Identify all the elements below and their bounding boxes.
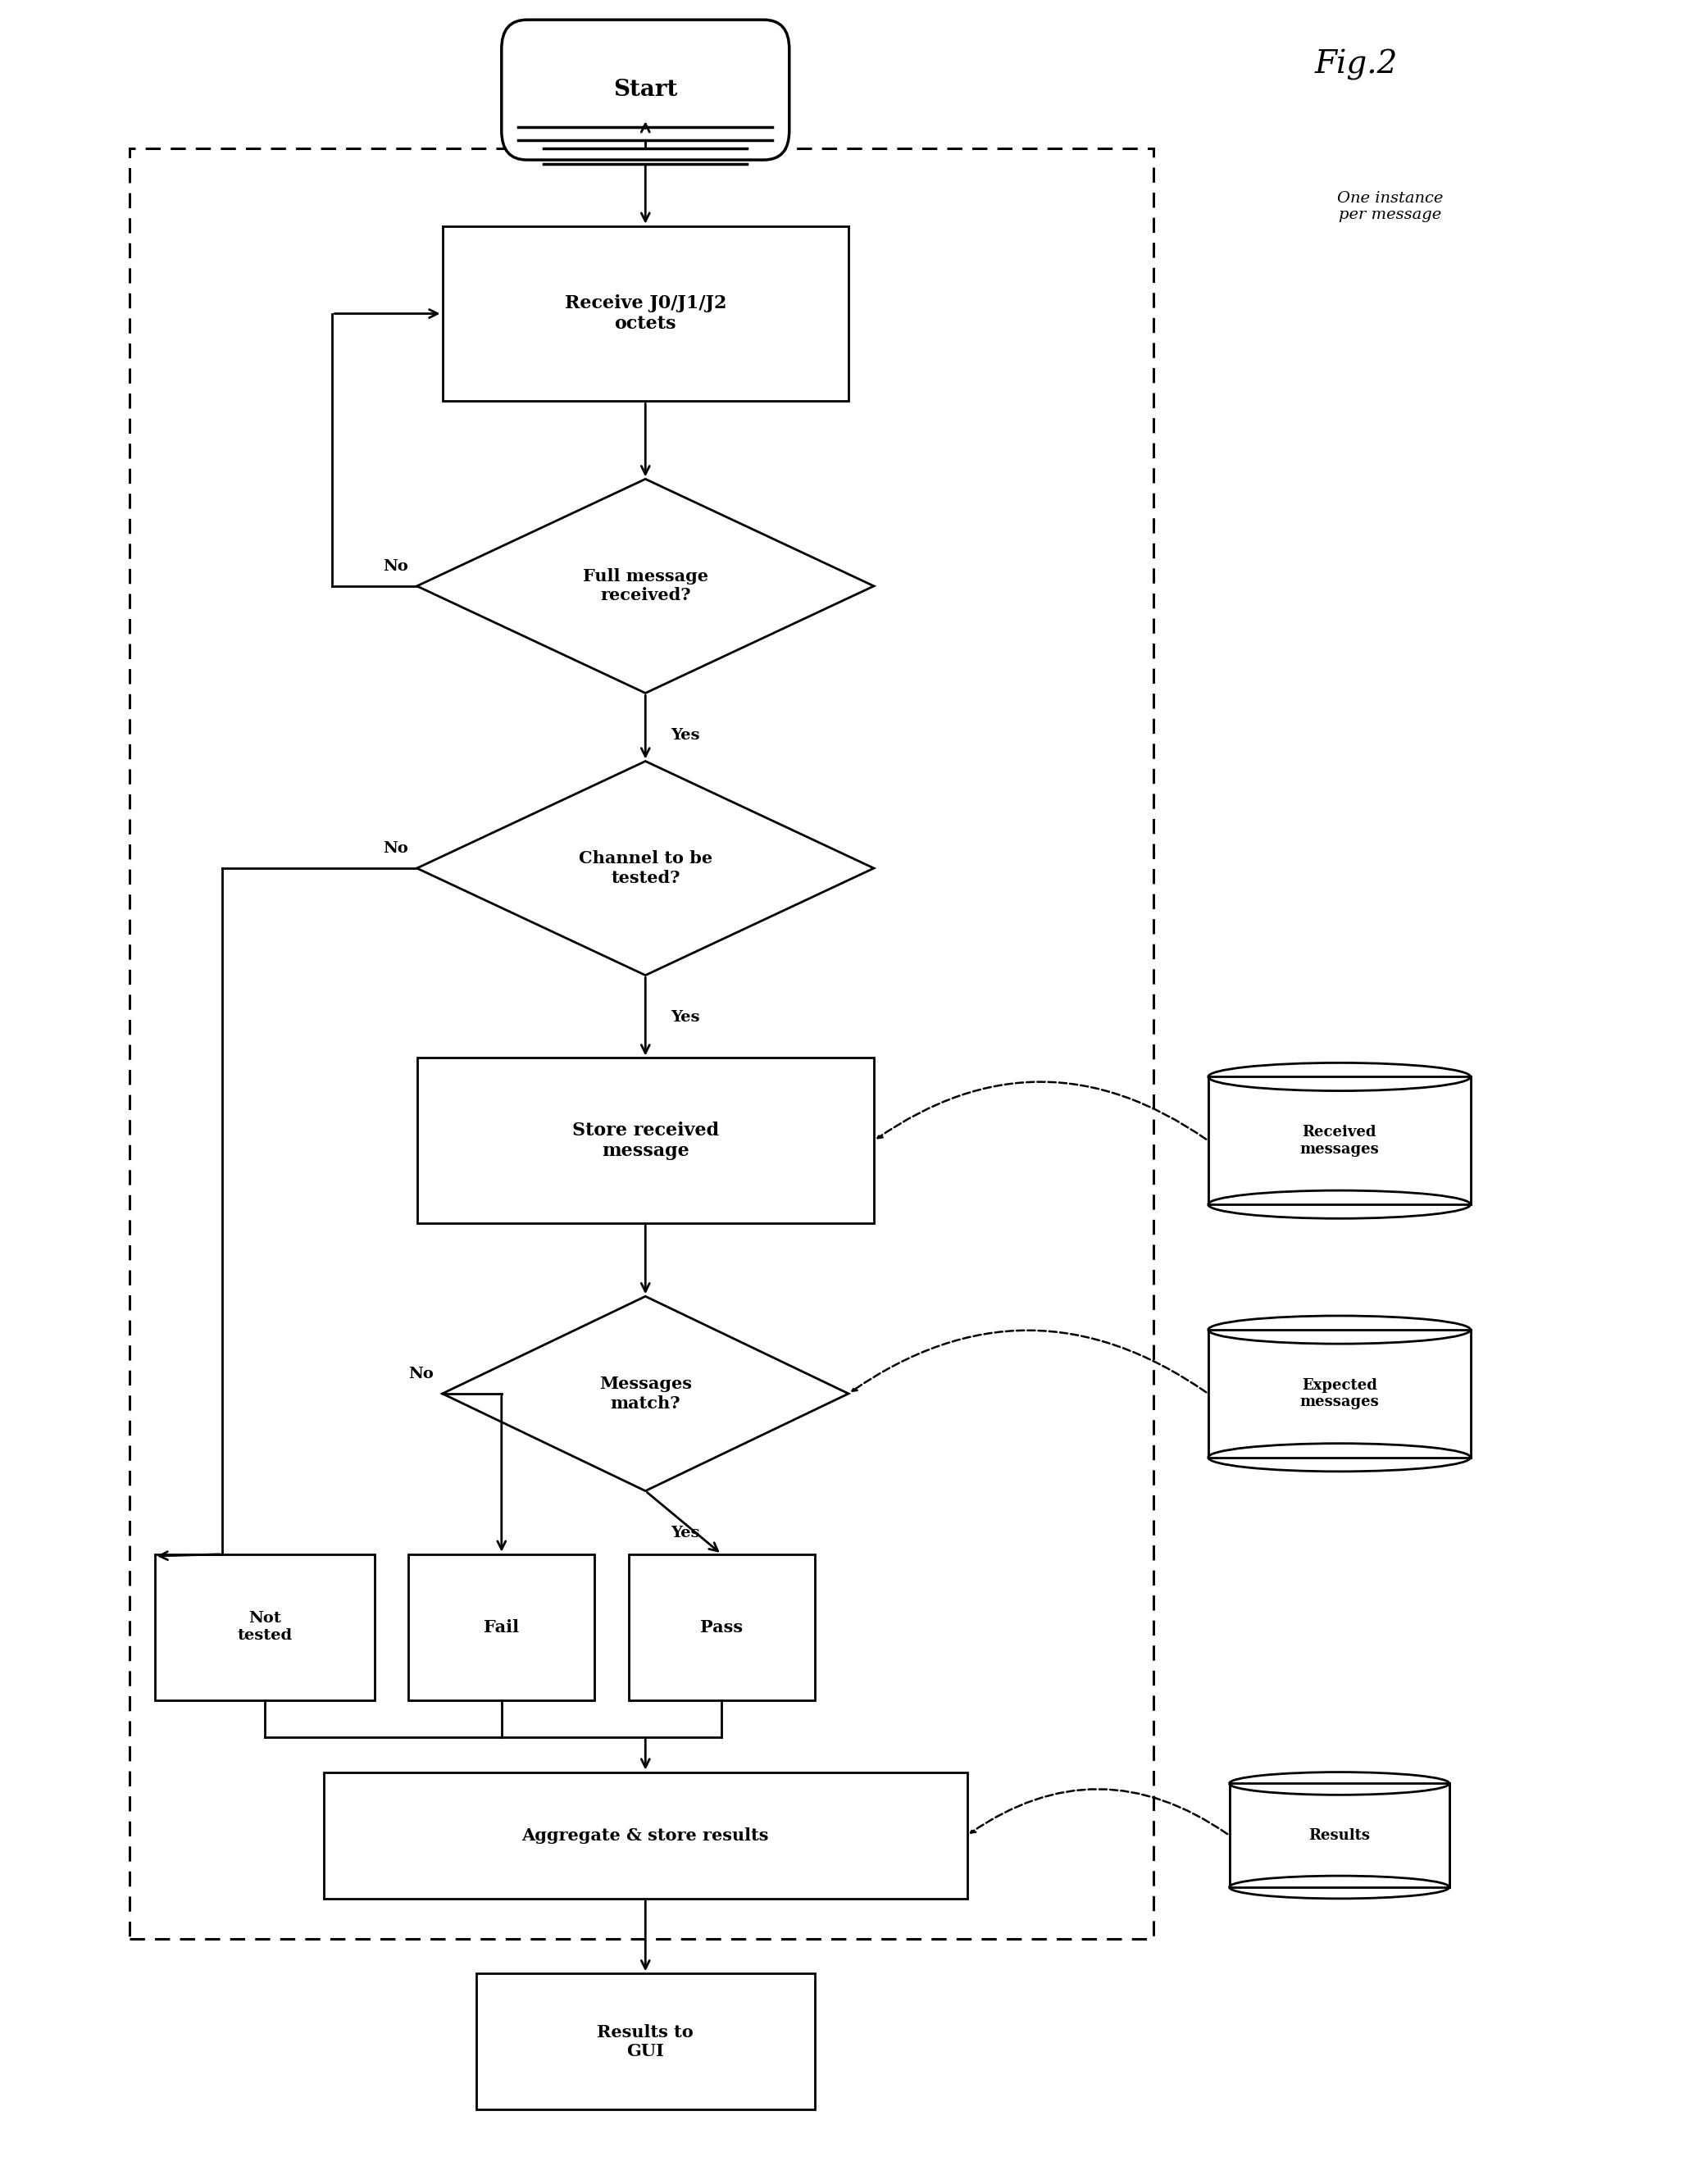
Text: Start: Start (613, 79, 677, 100)
Text: Fig.2: Fig.2 (1315, 48, 1398, 81)
Text: Channel to be
tested?: Channel to be tested? (579, 850, 713, 887)
FancyBboxPatch shape (502, 20, 789, 159)
Bar (129, 149, 1154, 1939)
Bar (1208, 1330, 1471, 1457)
Text: Fail: Fail (484, 1618, 519, 1636)
Bar (1208, 1077, 1471, 1203)
Text: Aggregate & store results: Aggregate & store results (521, 1828, 769, 1843)
Text: Received
messages: Received messages (1300, 1125, 1380, 1158)
Text: Receive J0/J1/J2
octets: Receive J0/J1/J2 octets (565, 295, 726, 332)
Bar (409, 1555, 594, 1699)
Text: Yes: Yes (670, 1011, 699, 1024)
Bar (154, 1555, 375, 1699)
Text: Expected
messages: Expected messages (1300, 1378, 1380, 1409)
Text: Messages
match?: Messages match? (599, 1376, 692, 1411)
Polygon shape (443, 1297, 848, 1492)
Text: No: No (384, 841, 409, 856)
Text: Store received
message: Store received message (572, 1120, 720, 1160)
Polygon shape (417, 762, 874, 976)
Text: No: No (409, 1367, 434, 1382)
Text: Yes: Yes (670, 1527, 699, 1540)
Bar (1229, 1784, 1449, 1887)
Bar (628, 1555, 815, 1699)
Bar (417, 1057, 874, 1223)
Text: Results: Results (1308, 1828, 1369, 1843)
Text: Results to
GUI: Results to GUI (597, 2025, 694, 2060)
Bar (324, 1771, 967, 1898)
Text: Not
tested: Not tested (238, 1612, 292, 1642)
Bar (477, 1974, 815, 2110)
Text: No: No (384, 559, 409, 574)
Text: Yes: Yes (670, 727, 699, 743)
Polygon shape (417, 478, 874, 692)
Bar (443, 227, 848, 402)
Text: Full message
received?: Full message received? (582, 568, 708, 603)
Text: One instance
per message: One instance per message (1337, 190, 1442, 223)
Text: Pass: Pass (701, 1618, 743, 1636)
